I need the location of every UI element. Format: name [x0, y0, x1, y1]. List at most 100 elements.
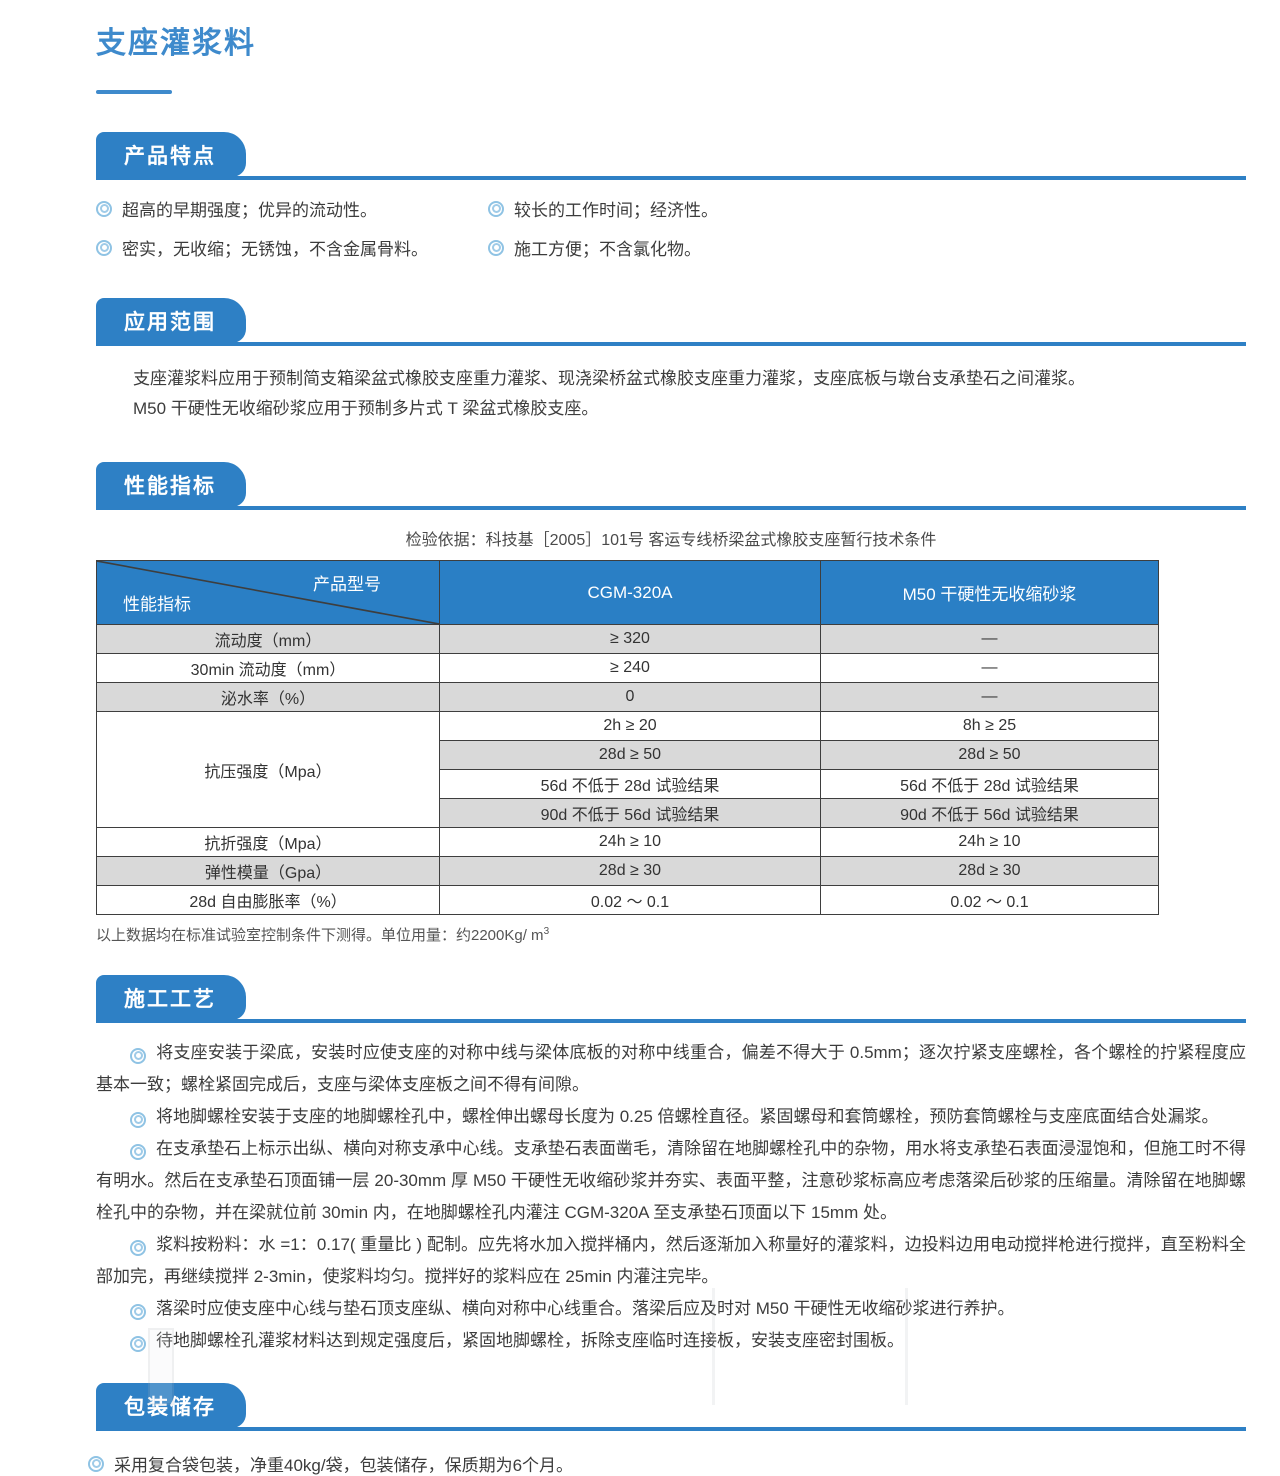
row-label: 弹性模量（Gpa） — [96, 856, 440, 886]
cell-value: — — [820, 682, 1159, 712]
cell-value: 28d ≥ 50 — [820, 740, 1159, 770]
section-tab-construction: 施工工艺 — [96, 975, 246, 1020]
cell-value: 8h ≥ 25 — [820, 711, 1159, 741]
column-header-m50: M50 干硬性无收缩砂浆 — [820, 560, 1159, 625]
features-list: 超高的早期强度；优异的流动性。 密实，无收缩；无锈蚀，不含金属骨料。 较长的工作… — [96, 196, 1246, 260]
step-text: 浆料按粉料：水 =1：0.17( 重量比 ) 配制。应先将水加入搅拌桶内，然后逐… — [96, 1235, 1246, 1286]
cell-value: ≥ 240 — [439, 653, 821, 683]
table-row: 30min 流动度（mm） ≥ 240 — — [96, 653, 1159, 683]
cell-value: 0 — [439, 682, 821, 712]
table-row: 泌水率（%） 0 — — [96, 682, 1159, 712]
cell-value: — — [820, 624, 1159, 654]
packaging-text-line: 采用复合袋包装，净重40kg/袋，包装储存，保质期为6个月。 — [88, 1451, 1246, 1476]
construction-step: 浆料按粉料：水 =1：0.17( 重量比 ) 配制。应先将水加入搅拌桶内，然后逐… — [96, 1229, 1246, 1293]
construction-steps: 将支座安装于梁底，安装时应使支座的对称中线与梁体底板的对称中线重合，偏差不得大于… — [96, 1037, 1246, 1357]
double-circle-bullet-icon — [88, 1455, 104, 1472]
section-performance-header: 性能指标 — [96, 462, 1246, 510]
step-text: 在支承垫石上标示出纵、横向对称支承中心线。支承垫石表面凿毛，清除留在地脚螺栓孔中… — [96, 1139, 1246, 1222]
cell-value: 90d 不低于 56d 试验结果 — [820, 798, 1159, 828]
section-tab-application: 应用范围 — [96, 298, 246, 343]
double-circle-bullet-icon — [96, 200, 112, 217]
row-label: 泌水率（%） — [96, 682, 440, 712]
table-header-row: 产品型号 性能指标 CGM-320A M50 干硬性无收缩砂浆 — [96, 560, 1159, 625]
table-row: 流动度（mm） ≥ 320 — — [96, 624, 1159, 654]
section-tab-performance: 性能指标 — [96, 462, 246, 507]
table-row: 弹性模量（Gpa） 28d ≥ 30 28d ≥ 30 — [96, 856, 1159, 886]
packaging-text: 采用复合袋包装，净重40kg/袋，包装储存，保质期为6个月。 — [114, 1456, 574, 1475]
construction-step: 在支承垫石上标示出纵、横向对称支承中心线。支承垫石表面凿毛，清除留在地脚螺栓孔中… — [96, 1133, 1246, 1229]
list-item: 密实，无收缩；无锈蚀，不含金属骨料。 — [96, 235, 488, 260]
double-circle-bullet-icon — [130, 1335, 146, 1352]
corner-label-performance-index: 性能指标 — [123, 595, 191, 614]
double-circle-bullet-icon — [130, 1303, 146, 1320]
table-footnote: 以上数据均在标准试验室控制条件下测得。单位用量：约2200Kg/ m3 — [96, 924, 1246, 945]
cell-value: 24h ≥ 10 — [820, 827, 1159, 857]
feature-text: 超高的早期强度；优异的流动性。 — [122, 201, 377, 220]
watermark-artifact — [712, 1288, 715, 1405]
section-application-header: 应用范围 — [96, 298, 1246, 346]
cell-value: 28d ≥ 30 — [439, 856, 821, 886]
row-label: 28d 自由膨胀率（%） — [96, 885, 440, 915]
row-label: 30min 流动度（mm） — [96, 653, 440, 683]
page-title: 支座灌浆料 — [96, 27, 256, 60]
row-label-compressive-strength: 抗压强度（Mpa） — [96, 711, 440, 828]
row-label: 流动度（mm） — [96, 624, 440, 654]
section-packaging-header: 包装储存 — [96, 1383, 1246, 1431]
step-text: 待地脚螺栓孔灌浆材料达到规定强度后，紧固地脚螺栓，拆除支座临时连接板，安装支座密… — [156, 1331, 904, 1350]
application-line: 支座灌浆料应用于预制简支箱梁盆式橡胶支座重力灌浆、现浇梁桥盆式橡胶支座重力灌浆，… — [133, 369, 1085, 388]
cell-value: 28d ≥ 50 — [439, 740, 821, 770]
list-item: 施工方便；不含氯化物。 — [488, 235, 1246, 260]
column-header-cgm: CGM-320A — [439, 560, 821, 625]
row-label: 抗折强度（Mpa） — [96, 827, 440, 857]
feature-text: 密实，无收缩；无锈蚀，不含金属骨料。 — [122, 240, 428, 259]
title-underline — [96, 90, 172, 94]
cell-value: 0.02 ～ 0.1 — [820, 885, 1159, 915]
cell-value: 2h ≥ 20 — [439, 711, 821, 741]
section-features-header: 产品特点 — [96, 132, 1246, 180]
section-tab-features: 产品特点 — [96, 132, 246, 177]
diagonal-header-cell: 产品型号 性能指标 — [96, 560, 440, 625]
section-construction-header: 施工工艺 — [96, 975, 1246, 1023]
watermark-artifact — [148, 1328, 174, 1405]
feature-text: 较长的工作时间；经济性。 — [514, 201, 718, 220]
table-row: 28d 自由膨胀率（%） 0.02 ～ 0.1 0.02 ～ 0.1 — [96, 885, 1159, 915]
cell-value: 0.02 ～ 0.1 — [439, 885, 821, 915]
construction-step: 将地脚螺栓安装于支座的地脚螺栓孔中，螺栓伸出螺母长度为 0.25 倍螺栓直径。紧… — [96, 1101, 1246, 1133]
footnote-text: 以上数据均在标准试验室控制条件下测得。单位用量：约2200Kg/ m — [96, 927, 544, 944]
double-circle-bullet-icon — [130, 1111, 146, 1128]
step-text: 将支座安装于梁底，安装时应使支座的对称中线与梁体底板的对称中线重合，偏差不得大于… — [96, 1043, 1246, 1094]
construction-step: 落梁时应使支座中心线与垫石顶支座纵、横向对称中心线重合。落梁后应及时对 M50 … — [96, 1293, 1246, 1325]
footnote-superscript: 3 — [543, 926, 550, 937]
inspection-basis: 检验依据：科技基［2005］101号 客运专线桥梁盆式橡胶支座暂行技术条件 — [405, 532, 937, 549]
performance-table: 产品型号 性能指标 CGM-320A M50 干硬性无收缩砂浆 流动度（mm） … — [96, 560, 1159, 915]
step-text: 将地脚螺栓安装于支座的地脚螺栓孔中，螺栓伸出螺母长度为 0.25 倍螺栓直径。紧… — [156, 1107, 1219, 1126]
cell-value: 56d 不低于 28d 试验结果 — [439, 769, 821, 799]
diagonal-line — [97, 561, 439, 624]
cell-value: — — [820, 653, 1159, 683]
cell-value: 56d 不低于 28d 试验结果 — [820, 769, 1159, 799]
double-circle-bullet-icon — [130, 1047, 146, 1064]
feature-text: 施工方便；不含氯化物。 — [514, 240, 701, 259]
cell-value: 28d ≥ 30 — [820, 856, 1159, 886]
watermark-artifact — [905, 1288, 908, 1405]
application-text: 支座灌浆料应用于预制简支箱梁盆式橡胶支座重力灌浆、现浇梁桥盆式橡胶支座重力灌浆，… — [96, 364, 1246, 424]
double-circle-bullet-icon — [130, 1143, 146, 1160]
table-row: 56d 不低于 28d 试验结果 56d 不低于 28d 试验结果 — [97, 769, 1159, 799]
cell-value: 90d 不低于 56d 试验结果 — [439, 798, 821, 828]
double-circle-bullet-icon — [130, 1239, 146, 1256]
construction-step: 待地脚螺栓孔灌浆材料达到规定强度后，紧固地脚螺栓，拆除支座临时连接板，安装支座密… — [96, 1325, 1246, 1357]
table-row: 抗折强度（Mpa） 24h ≥ 10 24h ≥ 10 — [96, 827, 1159, 857]
table-row: 90d 不低于 56d 试验结果 90d 不低于 56d 试验结果 — [97, 798, 1159, 828]
double-circle-bullet-icon — [488, 239, 504, 256]
cell-value: ≥ 320 — [439, 624, 821, 654]
table-row: 抗压强度（Mpa） 2h ≥ 20 8h ≥ 25 — [96, 711, 1159, 828]
corner-label-product-model: 产品型号 — [313, 575, 381, 594]
cell-value: 24h ≥ 10 — [439, 827, 821, 857]
application-line: M50 干硬性无收缩砂浆应用于预制多片式 T 梁盆式橡胶支座。 — [133, 399, 599, 418]
list-item: 超高的早期强度；优异的流动性。 — [96, 196, 488, 221]
double-circle-bullet-icon — [96, 239, 112, 256]
double-circle-bullet-icon — [488, 200, 504, 217]
list-item: 较长的工作时间；经济性。 — [488, 196, 1246, 221]
step-text: 落梁时应使支座中心线与垫石顶支座纵、横向对称中心线重合。落梁后应及时对 M50 … — [156, 1299, 1015, 1318]
